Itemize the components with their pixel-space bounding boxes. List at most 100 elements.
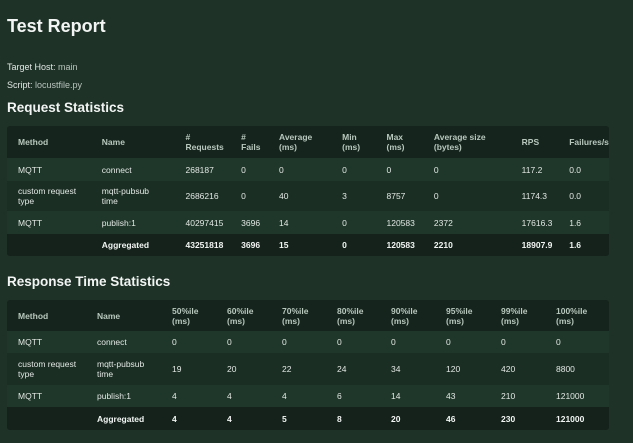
cell-p95: 0 xyxy=(435,331,490,353)
col-p80: 80%ile (ms) xyxy=(326,300,380,331)
cell-p70: 4 xyxy=(271,385,326,407)
cell-failures-per-s: 1.6 xyxy=(558,211,609,234)
cell-method: custom request type xyxy=(7,181,91,211)
cell-name: connect xyxy=(90,158,175,181)
cell-method: MQTT xyxy=(7,331,86,353)
cell-max: 120583 xyxy=(375,234,423,256)
cell-p60: 4 xyxy=(216,407,271,430)
cell-fails: 3696 xyxy=(230,234,268,256)
cell-p95: 43 xyxy=(435,385,490,407)
response-time-statistics-heading: Response Time Statistics xyxy=(7,274,171,289)
col-name: Name xyxy=(90,126,175,158)
cell-average: 40 xyxy=(268,181,332,211)
cell-min: 0 xyxy=(331,158,376,181)
cell-min: 3 xyxy=(331,181,376,211)
col-requests: # Requests xyxy=(174,126,231,158)
response-time-statistics-table: Method Name 50%ile (ms) 60%ile (ms) 70%i… xyxy=(7,300,609,430)
cell-p100: 8800 xyxy=(545,353,609,385)
cell-name: publish:1 xyxy=(86,385,161,407)
cell-p100: 121000 xyxy=(545,407,609,430)
cell-p50: 19 xyxy=(161,353,216,385)
cell-name: Aggregated xyxy=(90,234,175,256)
cell-p90: 14 xyxy=(380,385,435,407)
script-label: Script: xyxy=(7,80,33,90)
cell-p60: 4 xyxy=(216,385,271,407)
cell-p100: 121000 xyxy=(545,385,609,407)
cell-p50: 4 xyxy=(161,385,216,407)
table-row: custom request type mqtt-pubsub time 19 … xyxy=(7,353,609,385)
cell-method: MQTT xyxy=(7,158,91,181)
cell-p80: 24 xyxy=(326,353,380,385)
cell-name: Aggregated xyxy=(86,407,161,430)
cell-failures-per-s: 1.6 xyxy=(558,234,609,256)
cell-failures-per-s: 0.0 xyxy=(558,181,609,211)
table-row: MQTT connect 0 0 0 0 0 0 0 0 xyxy=(7,331,609,353)
cell-rps: 18907.9 xyxy=(510,234,559,256)
col-p60: 60%ile (ms) xyxy=(216,300,271,331)
cell-avg-size: 0 xyxy=(422,158,511,181)
aggregated-row: Aggregated 43251818 3696 15 0 120583 221… xyxy=(7,234,609,256)
cell-p99: 210 xyxy=(490,385,545,407)
cell-method xyxy=(7,234,91,256)
col-fails: # Fails xyxy=(230,126,268,158)
col-avg-size: Average size (bytes) xyxy=(422,126,511,158)
cell-name: mqtt-pubsub time xyxy=(86,353,161,385)
col-name: Name xyxy=(86,300,161,331)
cell-method: MQTT xyxy=(7,385,86,407)
table-row: MQTT publish:1 4 4 4 6 14 43 210 121000 xyxy=(7,385,609,407)
target-host-value: main xyxy=(58,62,78,72)
cell-name: mqtt-pubsub time xyxy=(90,181,175,211)
cell-p70: 5 xyxy=(271,407,326,430)
cell-avg-size: 0 xyxy=(422,181,511,211)
script-info: Script: locustfile.py xyxy=(7,80,82,90)
table-header-row: Method Name 50%ile (ms) 60%ile (ms) 70%i… xyxy=(7,300,609,331)
cell-requests: 40297415 xyxy=(174,211,231,234)
table-row: MQTT connect 268187 0 0 0 0 0 117.2 0.0 xyxy=(7,158,609,181)
target-host-label: Target Host: xyxy=(7,62,56,72)
cell-p90: 0 xyxy=(380,331,435,353)
cell-requests: 268187 xyxy=(174,158,231,181)
col-failures-per-s: Failures/s xyxy=(558,126,609,158)
col-p100: 100%ile (ms) xyxy=(545,300,609,331)
col-p70: 70%ile (ms) xyxy=(271,300,326,331)
cell-fails: 0 xyxy=(230,181,268,211)
table-row: custom request type mqtt-pubsub time 268… xyxy=(7,181,609,211)
cell-max: 0 xyxy=(375,158,423,181)
cell-p99: 0 xyxy=(490,331,545,353)
col-p95: 95%ile (ms) xyxy=(435,300,490,331)
table-header-row: Method Name # Requests # Fails Average (… xyxy=(7,126,609,158)
cell-rps: 17616.3 xyxy=(510,211,559,234)
aggregated-row: Aggregated 4 4 5 8 20 46 230 121000 xyxy=(7,407,609,430)
request-statistics-heading: Request Statistics xyxy=(7,100,125,115)
cell-p50: 4 xyxy=(161,407,216,430)
cell-min: 0 xyxy=(331,211,376,234)
cell-name: connect xyxy=(86,331,161,353)
cell-p99: 420 xyxy=(490,353,545,385)
cell-rps: 117.2 xyxy=(510,158,559,181)
cell-max: 120583 xyxy=(375,211,423,234)
target-host: Target Host: main xyxy=(7,62,78,72)
cell-fails: 0 xyxy=(230,158,268,181)
cell-min: 0 xyxy=(331,234,376,256)
cell-average: 15 xyxy=(268,234,332,256)
col-max: Max (ms) xyxy=(375,126,423,158)
cell-average: 0 xyxy=(268,158,332,181)
cell-p100: 0 xyxy=(545,331,609,353)
col-p50: 50%ile (ms) xyxy=(161,300,216,331)
cell-p80: 0 xyxy=(326,331,380,353)
request-statistics-table: Method Name # Requests # Fails Average (… xyxy=(7,126,609,256)
col-p90: 90%ile (ms) xyxy=(380,300,435,331)
cell-fails: 3696 xyxy=(230,211,268,234)
cell-rps: 1174.3 xyxy=(510,181,559,211)
page-title: Test Report xyxy=(7,16,106,36)
col-p99: 99%ile (ms) xyxy=(490,300,545,331)
col-method: Method xyxy=(7,300,86,331)
cell-p95: 46 xyxy=(435,407,490,430)
cell-p90: 34 xyxy=(380,353,435,385)
cell-p60: 0 xyxy=(216,331,271,353)
cell-p70: 0 xyxy=(271,331,326,353)
col-rps: RPS xyxy=(510,126,559,158)
cell-method: MQTT xyxy=(7,211,91,234)
cell-method xyxy=(7,407,86,430)
cell-name: publish:1 xyxy=(90,211,175,234)
